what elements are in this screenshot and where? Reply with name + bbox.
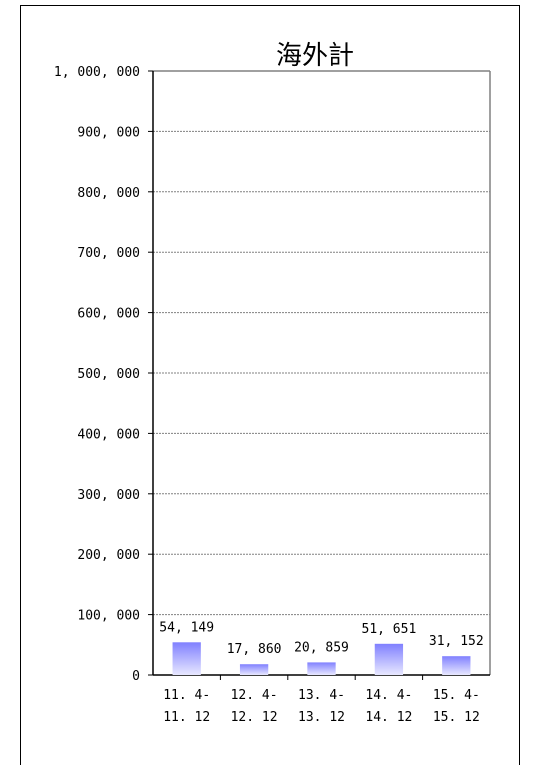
y-tick-label: 700, 000 — [77, 246, 140, 261]
y-tick-label: 200, 000 — [77, 548, 140, 563]
y-tick-label: 400, 000 — [77, 427, 140, 442]
data-label: 51, 651 — [362, 622, 417, 637]
y-tick-labels: 0 100, 000 200, 000 300, 000 400, 000 500, 00… — [54, 65, 140, 684]
bar — [172, 642, 201, 675]
data-label: 20, 859 — [294, 640, 349, 655]
data-label: 31, 152 — [429, 634, 484, 649]
y-tick-label: 600, 000 — [77, 307, 140, 322]
grid-lines — [153, 130, 490, 616]
y-tick-label: 0 — [132, 669, 140, 684]
bar — [374, 643, 404, 675]
y-tick-label: 500, 000 — [77, 367, 140, 382]
data-labels: 54, 149 17, 860 20, 859 51, 651 31, 152 — [159, 620, 483, 657]
y-tick-label: 1, 000, 000 — [54, 65, 140, 80]
axes — [148, 70, 491, 680]
x-tick-label: 12. 12 — [231, 710, 278, 725]
chart-title: 海外計 — [276, 41, 354, 71]
data-label: 17, 860 — [227, 642, 282, 657]
x-tick-label: 11. 12 — [163, 710, 210, 725]
x-tick-label: 11. 4- — [163, 688, 210, 703]
x-tick-label: 15. 12 — [433, 710, 480, 725]
x-tick-label: 15. 4- — [433, 688, 480, 703]
x-tick-label: 14. 12 — [365, 710, 412, 725]
x-tick-label: 12. 4- — [231, 688, 278, 703]
y-tick-label: 100, 000 — [77, 609, 140, 624]
x-tick-label: 14. 4- — [365, 688, 412, 703]
chart-frame — [20, 5, 520, 765]
data-label: 54, 149 — [159, 620, 214, 635]
x-tick-labels: 11. 4- 11. 12 12. 4- 12. 12 13. 4- 13. 12 14. … — [163, 688, 480, 725]
y-tick-label: 900, 000 — [77, 125, 140, 140]
y-tick-label: 300, 000 — [77, 488, 140, 503]
bar — [239, 664, 269, 675]
bar — [442, 656, 471, 675]
y-tick-label: 800, 000 — [77, 186, 140, 201]
bar — [307, 662, 336, 675]
bars — [172, 642, 471, 675]
x-tick-label: 13. 12 — [298, 710, 345, 725]
x-tick-label: 13. 4- — [298, 688, 345, 703]
